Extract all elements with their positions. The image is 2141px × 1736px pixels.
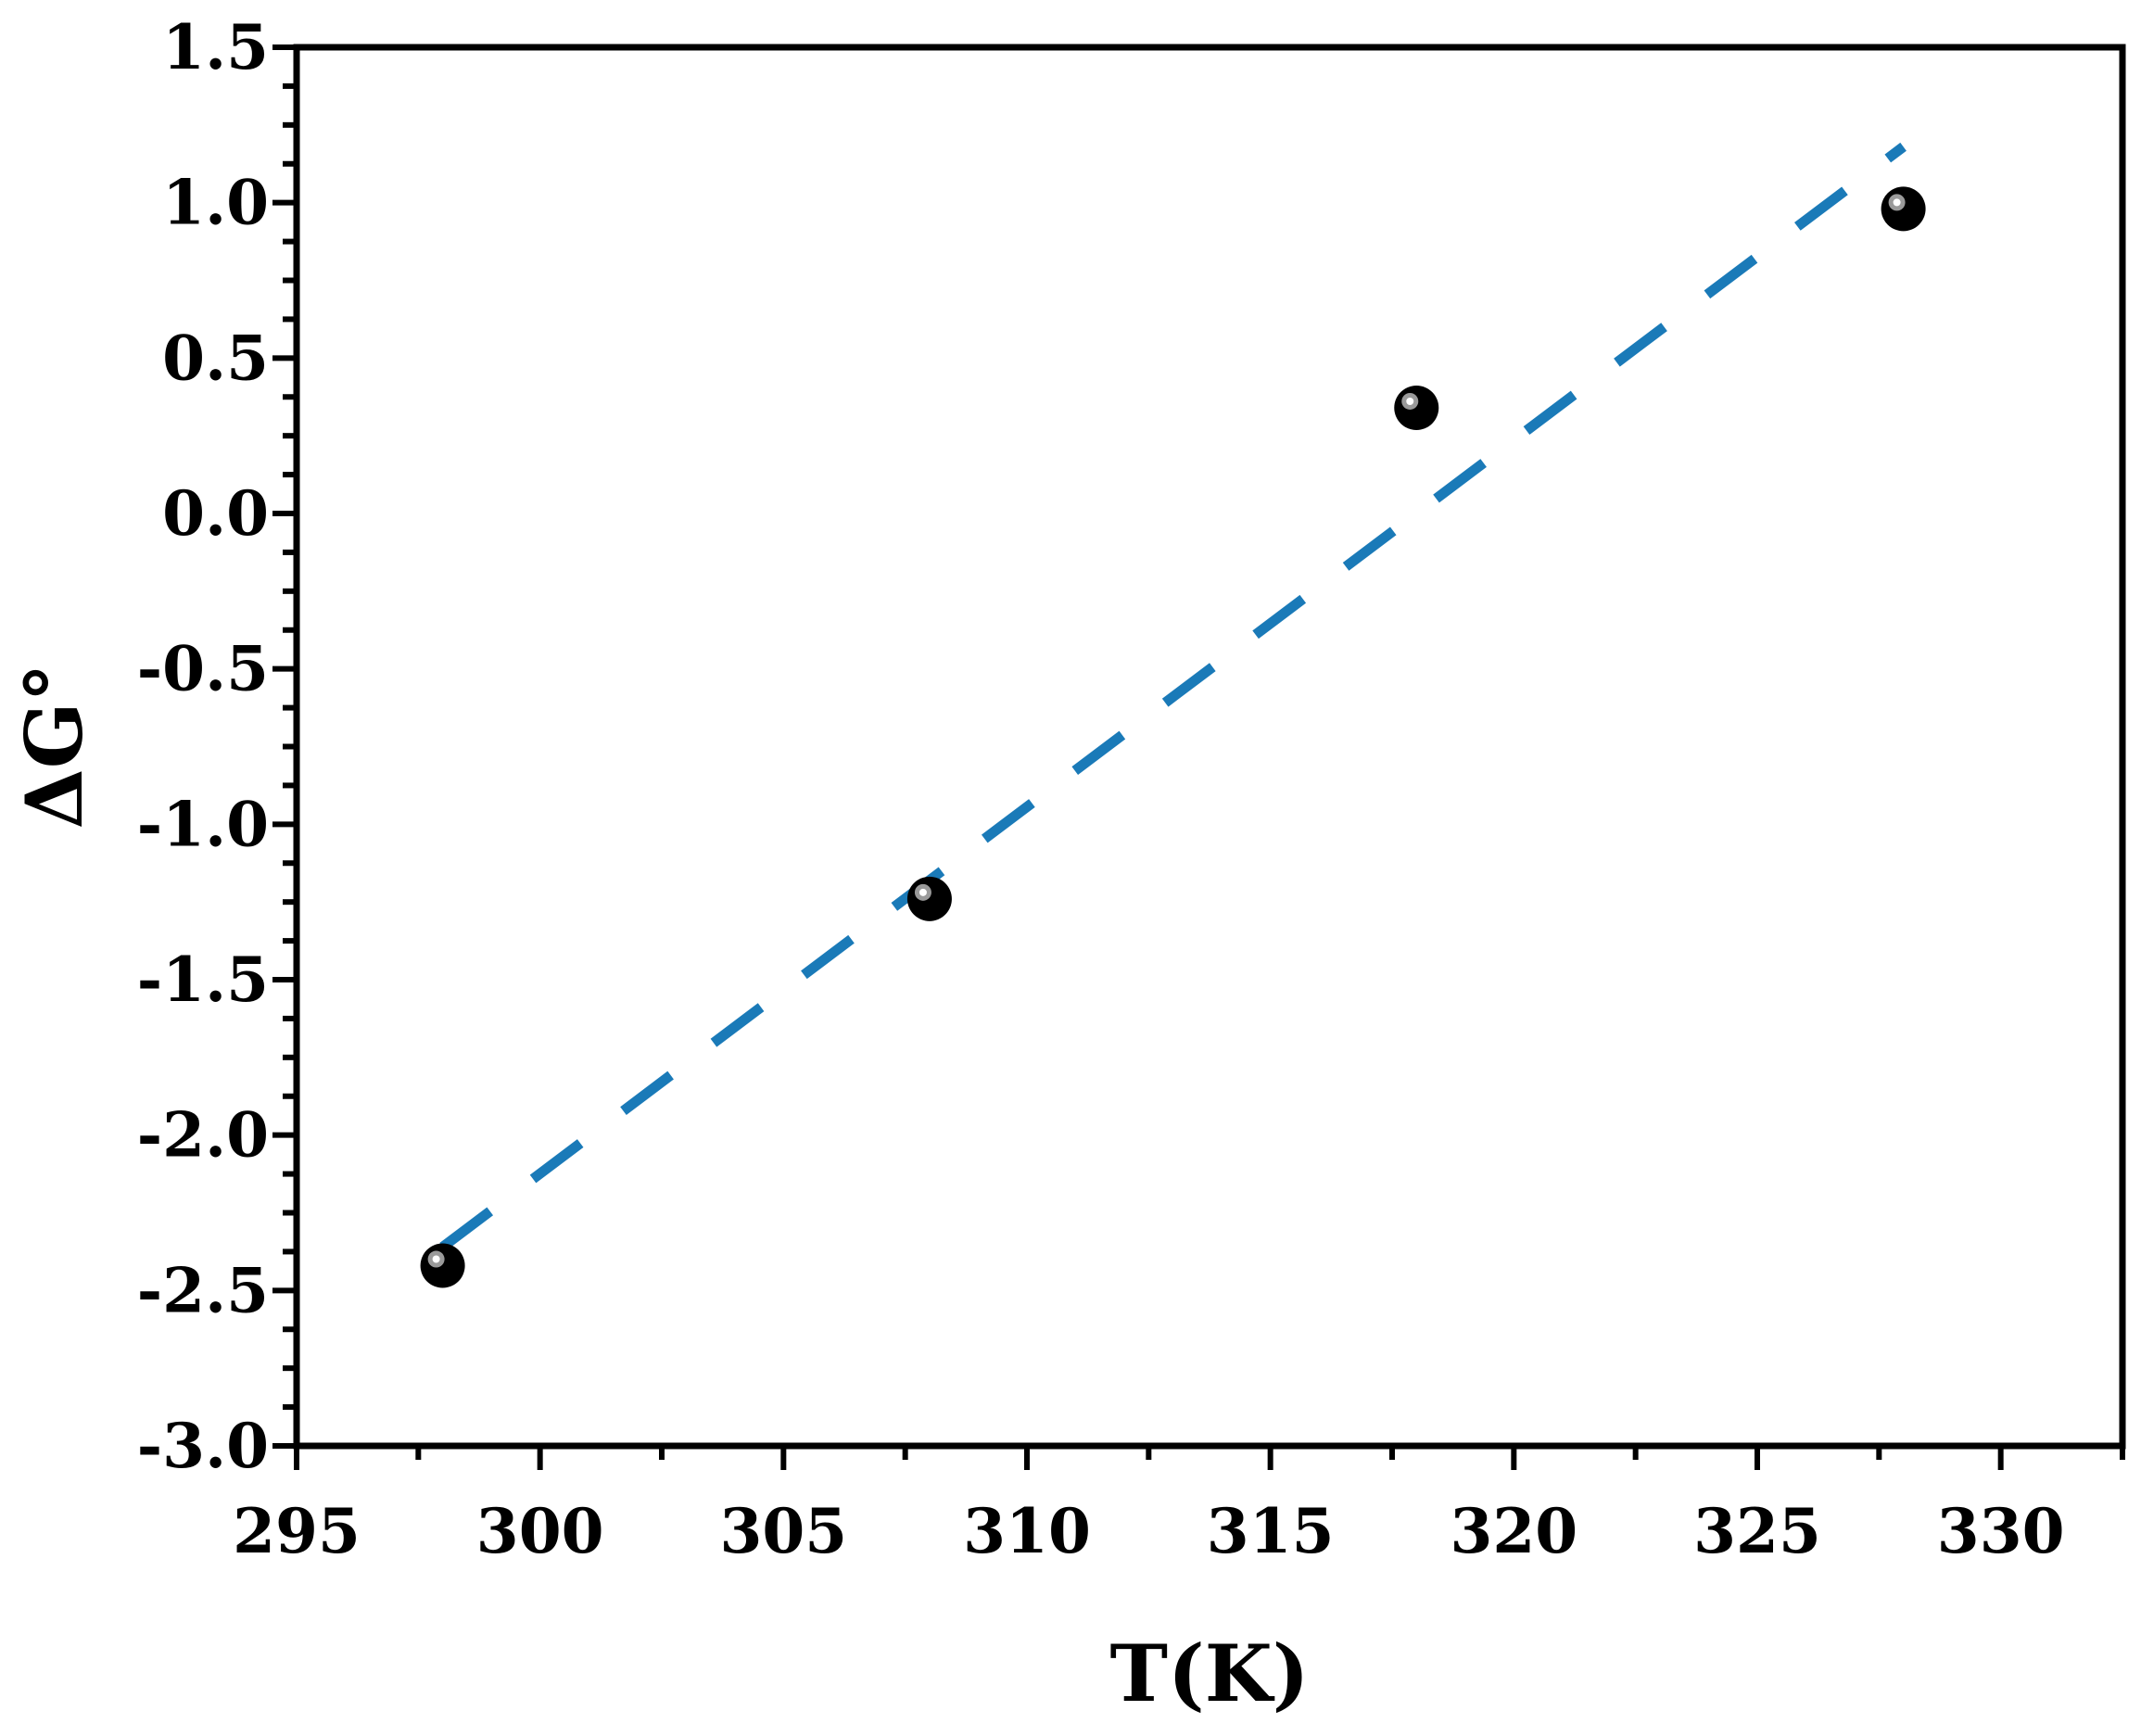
x-tick-label: 310: [963, 1495, 1091, 1567]
y-tick-label: 0.0: [162, 477, 269, 550]
y-tick-label: -1.0: [137, 788, 269, 860]
data-point: [420, 1243, 465, 1288]
y-tick-label: -3.0: [137, 1410, 269, 1482]
y-tick-label: 1.0: [162, 167, 269, 239]
x-tick-label: 325: [1693, 1495, 1821, 1567]
x-tick-label: 305: [719, 1495, 847, 1567]
y-axis-title: ΔG°: [8, 664, 100, 830]
x-tick-label: 315: [1207, 1495, 1335, 1567]
x-tick-label: 300: [476, 1495, 604, 1567]
tick-labels: 295 300 305 310 315 320 325 330 -3.0 -2.5 -2.0 -1.5…: [137, 11, 2065, 1567]
data-point: [906, 876, 952, 921]
y-tick-label: -0.5: [137, 633, 269, 705]
y-tick-label: 0.5: [162, 322, 269, 394]
plot-series: [420, 142, 1926, 1288]
data-point-glint: [1406, 397, 1414, 405]
data-point: [1394, 385, 1439, 430]
fit-line: [439, 142, 1907, 1251]
axis-ticks: [272, 44, 2125, 1470]
data-point-glint: [432, 1255, 440, 1263]
plot-frame: [293, 44, 2126, 1450]
x-tick-label: 295: [233, 1495, 361, 1567]
data-point: [1881, 186, 1926, 232]
x-tick-label: 320: [1450, 1495, 1577, 1567]
x-tick-label: 330: [1937, 1495, 2065, 1567]
y-tick-label: -2.5: [137, 1254, 269, 1326]
y-tick-label: -2.0: [137, 1099, 269, 1172]
data-point-glint: [918, 888, 927, 896]
y-tick-label: 1.5: [162, 11, 269, 83]
y-tick-label: -1.5: [137, 944, 269, 1016]
data-point-glint: [1893, 198, 1901, 207]
x-axis-title: T(K): [1109, 1628, 1309, 1719]
